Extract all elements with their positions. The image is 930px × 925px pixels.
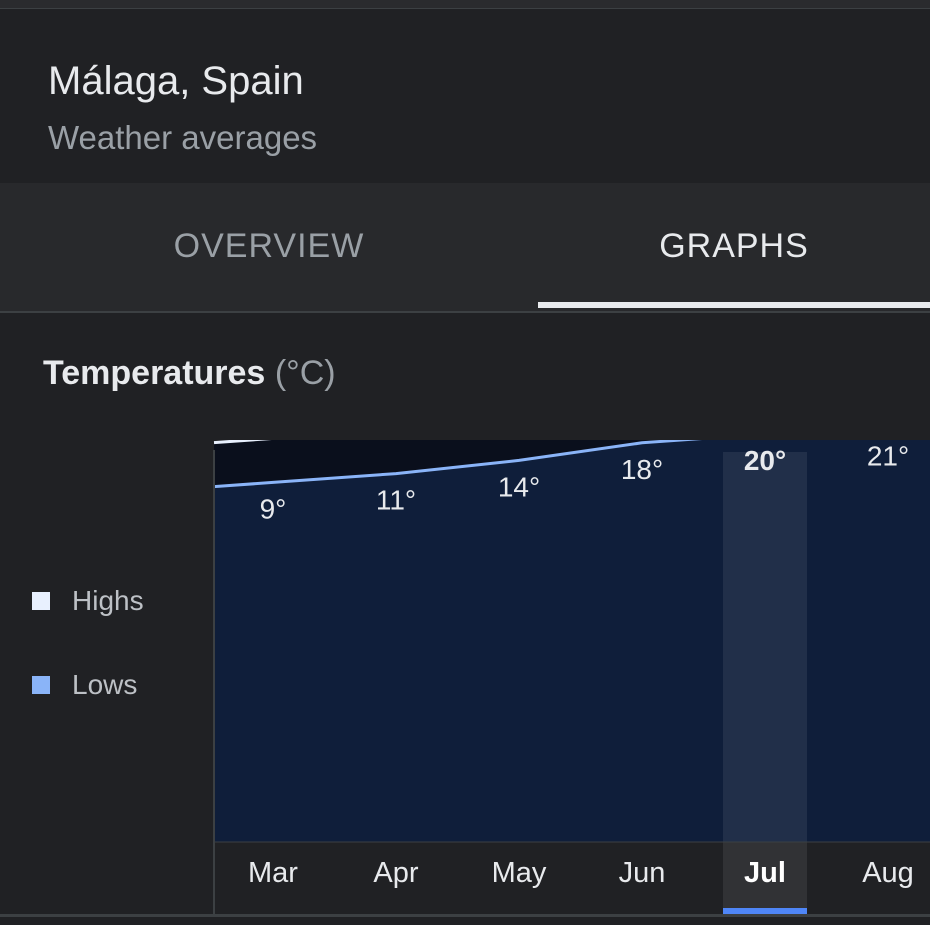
legend-lows-swatch bbox=[32, 676, 50, 694]
location-header: Málaga, Spain Weather averages bbox=[0, 9, 930, 183]
legend-highs-label: Highs bbox=[72, 585, 144, 616]
low-value-label: 11° bbox=[376, 485, 416, 516]
section-title-text: Temperatures bbox=[43, 354, 266, 392]
temperature-chart[interactable]: 19°9°Mar21°11°Apr24°14°May28°18°Jun30°20… bbox=[0, 440, 930, 920]
month-tick-label: Aug bbox=[862, 857, 914, 889]
month-tick-label: May bbox=[492, 857, 547, 889]
selected-month-indicator bbox=[723, 908, 807, 916]
bottom-divider bbox=[0, 914, 930, 917]
low-value-label: 20° bbox=[744, 445, 786, 476]
month-tick-label: Jun bbox=[619, 857, 666, 889]
top-divider bbox=[0, 0, 930, 9]
tab-graphs[interactable]: GRAPHS bbox=[659, 226, 809, 265]
low-value-label: 14° bbox=[498, 471, 540, 502]
month-tick-label: Mar bbox=[248, 857, 298, 889]
selected-tab-indicator bbox=[538, 302, 930, 308]
lows-area bbox=[214, 440, 930, 842]
legend-highs-swatch bbox=[32, 592, 50, 610]
legend-highs: Highs bbox=[32, 585, 144, 617]
selected-month-highlight bbox=[723, 452, 807, 914]
legend-lows-label: Lows bbox=[72, 669, 138, 700]
tab-overview[interactable]: OVERVIEW bbox=[173, 226, 365, 265]
section-title-unit: (°C) bbox=[274, 354, 336, 392]
low-value-label: 9° bbox=[260, 493, 287, 524]
location-subtitle: Weather averages bbox=[48, 119, 318, 156]
lows-line bbox=[213, 440, 703, 489]
month-tick-label: Jul bbox=[744, 857, 786, 889]
location-title: Málaga, Spain bbox=[48, 59, 304, 103]
low-value-label: 21° bbox=[867, 441, 909, 472]
low-value-label: 18° bbox=[621, 454, 663, 485]
tab-bar: OVERVIEW GRAPHS bbox=[0, 183, 930, 313]
legend-lows: Lows bbox=[32, 669, 137, 701]
month-tick-label: Apr bbox=[373, 857, 418, 889]
section-title: Temperatures (°C) bbox=[43, 354, 336, 393]
